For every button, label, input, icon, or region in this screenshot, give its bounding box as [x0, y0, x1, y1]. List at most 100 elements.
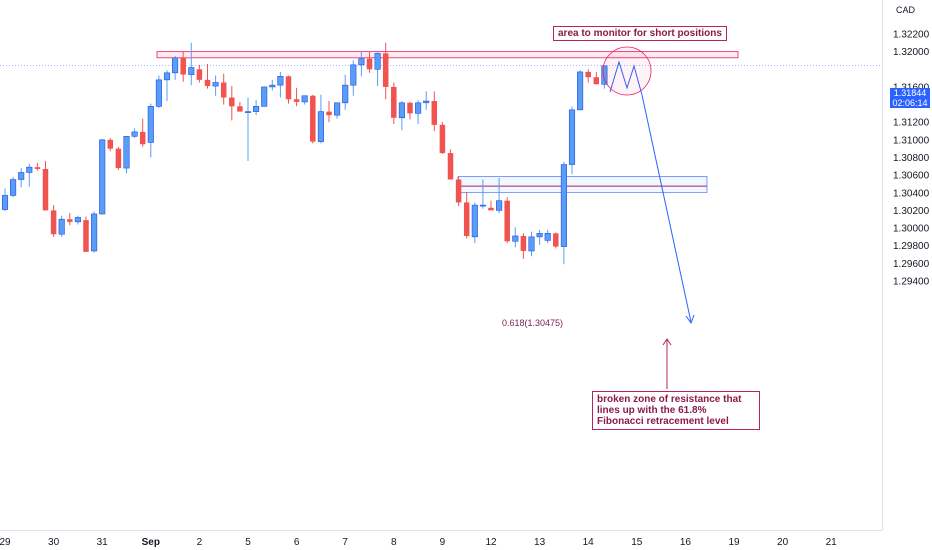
candle-body-down: [50, 210, 57, 235]
candle: [196, 64, 203, 83]
candle: [67, 213, 73, 226]
time-tick-label: 12: [485, 537, 497, 548]
time-tick-label: 6: [294, 537, 300, 548]
candle: [382, 42, 389, 100]
candle: [99, 138, 106, 215]
short-area-annotation[interactable]: area to monitor for short positions: [553, 26, 727, 41]
candle-body-up: [1, 195, 9, 210]
candle: [447, 149, 454, 180]
candle-body-up: [123, 136, 130, 169]
candle-body-up: [269, 84, 276, 88]
fib-zone: [457, 176, 708, 193]
candle-body-down: [553, 233, 559, 247]
candle: [463, 191, 470, 239]
candle-body-up: [99, 139, 106, 215]
candle: [107, 138, 114, 152]
candle-body-up: [601, 65, 608, 85]
candle-countdown: 02:06:14: [892, 98, 928, 108]
candle: [317, 94, 324, 144]
candle-body-up: [350, 64, 357, 86]
candle: [593, 71, 600, 85]
candle-body-down: [115, 148, 122, 169]
candle-body-up: [253, 106, 260, 112]
candle: [220, 73, 227, 105]
time-tick-label: 31: [97, 537, 109, 548]
time-axis: 29 30 31 Sep 2 5 6 7 8 9 12 13 14 15 16 19 20 21: [0, 530, 882, 548]
time-tick-label: 13: [534, 537, 546, 548]
candle-body-up: [18, 172, 25, 180]
candle: [50, 205, 57, 237]
time-tick-label: Sep: [142, 537, 160, 548]
candle: [536, 229, 543, 245]
candle-body-down: [366, 58, 373, 70]
projection-arrow-head: [685, 314, 695, 325]
candle: [204, 63, 211, 89]
candle: [601, 65, 608, 89]
candle-body-down: [107, 139, 114, 149]
candle: [520, 233, 527, 259]
candle: [123, 136, 130, 174]
candle: [91, 211, 98, 253]
price-tick-label: 1.29400: [893, 276, 930, 287]
candle-body-down: [139, 131, 146, 145]
candle-body-down: [326, 111, 332, 116]
candle-body-down: [447, 153, 454, 180]
candle: [553, 232, 559, 249]
candle: [237, 101, 243, 112]
candle: [58, 215, 65, 237]
candle: [155, 75, 162, 109]
time-tick-label: 14: [583, 537, 595, 548]
candle-body-up: [261, 86, 268, 107]
price-axis: 1.322001.320001.316001.314001.312001.310…: [882, 0, 930, 530]
candle-body-up: [244, 111, 252, 113]
candle: [18, 168, 25, 188]
price-tick-label: 1.29800: [893, 241, 930, 252]
candle-body-up: [536, 233, 543, 238]
candle-body-down: [431, 101, 438, 125]
candle: [423, 91, 430, 110]
current-price-value: 1.31844: [893, 88, 927, 98]
candle-body-down: [83, 220, 89, 252]
candle-body-up: [568, 109, 576, 165]
price-tick-label: 1.30400: [893, 188, 930, 199]
candle-body-down: [455, 179, 462, 203]
time-tick-label: 20: [777, 537, 789, 548]
time-tick-label: 8: [391, 537, 397, 548]
broken-zone-annotation[interactable]: broken zone of resistance that lines up …: [592, 391, 760, 430]
price-tick-label: 1.30600: [893, 171, 930, 182]
candle: [391, 82, 397, 124]
candle: [253, 100, 260, 116]
candle: [366, 51, 373, 73]
candle-body-down: [439, 124, 446, 154]
candle: [585, 69, 591, 83]
candle-body-down: [42, 168, 49, 211]
time-tick-label: 30: [48, 537, 60, 548]
candle: [172, 56, 179, 80]
candle-body-up: [471, 204, 478, 238]
candle: [439, 122, 446, 154]
price-tick-label: 1.32000: [893, 47, 930, 58]
candle-body-up: [163, 72, 171, 81]
candle-body-up: [277, 76, 284, 86]
candle: [326, 101, 332, 123]
candle: [10, 176, 17, 198]
candle-body-up: [358, 58, 365, 66]
candle: [74, 215, 81, 225]
candle-body-up: [74, 217, 81, 223]
candle: [293, 87, 300, 107]
candle-body-up: [398, 102, 405, 119]
candle-body-down: [220, 82, 227, 98]
price-tick-label: 1.31600: [893, 82, 930, 93]
zone-layer: [0, 51, 882, 193]
candle-body-up: [479, 204, 486, 207]
current-price-badge: 1.31844 02:06:14: [890, 88, 930, 108]
candle: [398, 101, 405, 131]
candle-body-up: [496, 200, 503, 211]
candle: [212, 75, 219, 96]
candle-body-down: [310, 95, 316, 142]
candle: [269, 79, 276, 91]
candle-body-up: [512, 235, 519, 242]
time-tick-label: 19: [728, 537, 740, 548]
candle: [139, 118, 146, 147]
candle-body-down: [382, 53, 389, 87]
